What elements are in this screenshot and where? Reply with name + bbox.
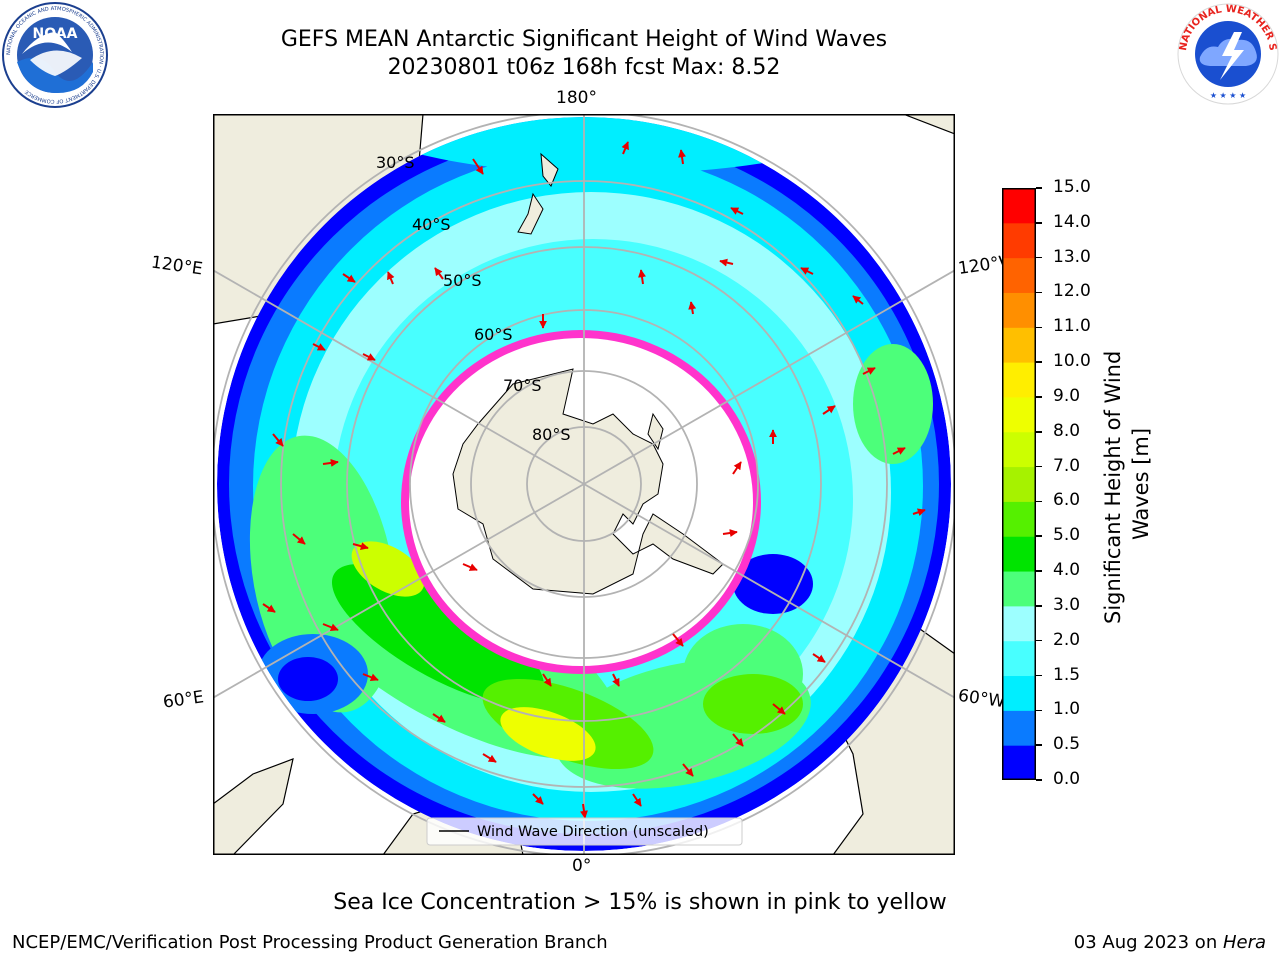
- colorbar-tick-label: 2.0: [1053, 629, 1081, 650]
- colorbar-tick-mark: [1036, 605, 1042, 607]
- footer-date-text: 03 Aug 2023 on: [1073, 932, 1223, 953]
- colorbar-tick-label: 13.0: [1053, 246, 1091, 267]
- colorbar-tick-label: 6.0: [1053, 490, 1081, 511]
- colorbar-cell: [1002, 536, 1036, 572]
- footer-date: 03 Aug 2023 on Hera: [1074, 932, 1266, 953]
- nws-logo: NATIONAL WEATHER SERVICE ★ ★ ★ ★: [1176, 2, 1279, 105]
- svg-text:★ ★ ★ ★: ★ ★ ★ ★: [1210, 91, 1246, 100]
- colorbar-tick-mark: [1036, 326, 1042, 329]
- lon-label-60w: 60°W: [956, 685, 1007, 713]
- colorbar-cell: [1002, 571, 1036, 607]
- legend-label: Wind Wave Direction (unscaled): [477, 824, 709, 840]
- colorbar-cell: [1002, 431, 1036, 468]
- colorbar-tick-label: 4.0: [1053, 560, 1081, 581]
- lat-label-70s: 70°S: [503, 376, 542, 395]
- colorbar-tick-mark: [1036, 222, 1042, 224]
- polar-stereographic-map: 30°S 40°S 50°S 60°S 70°S 80°S Wind Wave …: [213, 114, 955, 855]
- colorbar-cell: [1002, 675, 1036, 711]
- colorbar-cell: [1002, 362, 1036, 398]
- colorbar-tick-mark: [1036, 639, 1042, 642]
- latitude-labels: 30°S 40°S 50°S 60°S 70°S 80°S: [376, 153, 571, 444]
- colorbar-tick-mark: [1036, 535, 1042, 537]
- colorbar-tick-mark: [1036, 396, 1042, 398]
- colorbar-tick-mark: [1036, 674, 1042, 677]
- svg-text:NOAA: NOAA: [33, 26, 78, 42]
- colorbar-cell: [1002, 745, 1036, 780]
- colorbar-tick-label: 12.0: [1053, 281, 1091, 302]
- map-subtitle: 20230801 t06z 168h fcst Max: 8.52: [387, 55, 781, 80]
- colorbar-tick-label: 3.0: [1053, 594, 1081, 615]
- colorbar-tick-mark: [1036, 361, 1042, 363]
- colorbar-cell: [1002, 466, 1036, 502]
- colorbar-cell: [1002, 605, 1036, 642]
- wind-wave-arrows: [262, 141, 926, 819]
- colorbar-tick-label: 0.0: [1053, 769, 1081, 789]
- colorbar-tick-label: 11.0: [1053, 316, 1091, 337]
- colorbar-tick-label: 5.0: [1053, 525, 1081, 546]
- colorbar-tick-label: 1.0: [1053, 699, 1081, 720]
- colorbar-tick-label: 1.5: [1053, 664, 1081, 685]
- colorbar: [1002, 188, 1036, 780]
- sea-ice-note: Sea Ice Concentration > 15% is shown in …: [333, 890, 947, 915]
- colorbar-label: Significant Height of Wind Waves [m]: [1101, 344, 1153, 624]
- lat-label-80s: 80°S: [532, 425, 571, 444]
- colorbar-tick-mark: [1036, 500, 1042, 503]
- colorbar-tick-mark: [1036, 187, 1042, 189]
- map-legend: Wind Wave Direction (unscaled): [426, 817, 743, 846]
- colorbar-tick-mark: [1036, 431, 1042, 433]
- footer-branch: NCEP/EMC/Verification Post Processing Pr…: [12, 932, 608, 953]
- colorbar-tick-label: 0.5: [1053, 734, 1081, 755]
- colorbar-tick-label: 14.0: [1053, 211, 1091, 232]
- colorbar-tick-mark: [1036, 570, 1042, 572]
- colorbar-cell: [1002, 396, 1036, 433]
- colorbar-tick-mark: [1036, 709, 1042, 712]
- lat-label-60s: 60°S: [474, 325, 513, 344]
- graticule: [213, 114, 955, 855]
- colorbar-cell: [1002, 222, 1036, 259]
- colorbar-tick-mark: [1036, 256, 1042, 259]
- colorbar-cell: [1002, 640, 1036, 677]
- colorbar-tick-label: 7.0: [1053, 455, 1081, 476]
- colorbar-cell: [1002, 257, 1036, 293]
- map-title: GEFS MEAN Antarctic Significant Height o…: [280, 27, 888, 52]
- colorbar-tick-mark: [1036, 291, 1042, 294]
- colorbar-cell: [1002, 710, 1036, 746]
- colorbar-tick-mark: [1036, 465, 1042, 468]
- lon-label-180: 180°: [556, 88, 597, 108]
- colorbar-cell: [1002, 292, 1036, 328]
- colorbar-tick-mark: [1036, 744, 1042, 746]
- lat-label-50s: 50°S: [443, 271, 482, 290]
- colorbar-tick-label: 9.0: [1053, 385, 1081, 406]
- svg-text:Significant Height of Wind: Significant Height of Wind Waves [m]: [1101, 344, 1153, 624]
- lon-label-0: 0°: [572, 856, 592, 876]
- lat-label-40s: 40°S: [412, 215, 451, 234]
- lat-label-30s: 30°S: [376, 153, 415, 172]
- lon-label-60e: 60°E: [161, 687, 206, 713]
- colorbar-cell: [1002, 501, 1036, 537]
- map-frame: [213, 114, 955, 855]
- colorbar-tick-label: 8.0: [1053, 420, 1081, 441]
- footer-host: Hera: [1222, 932, 1266, 953]
- colorbar-cell: [1002, 188, 1036, 224]
- colorbar-tick-label: 10.0: [1053, 351, 1091, 372]
- colorbar-tick-mark: [1036, 779, 1042, 781]
- noaa-logo: NOAA NATIONAL OCEANIC AND ATMOSPHERIC AD…: [2, 2, 108, 108]
- colorbar-tick-label: 15.0: [1053, 177, 1091, 197]
- colorbar-cell: [1002, 327, 1036, 363]
- lon-label-120e: 120°E: [149, 252, 204, 280]
